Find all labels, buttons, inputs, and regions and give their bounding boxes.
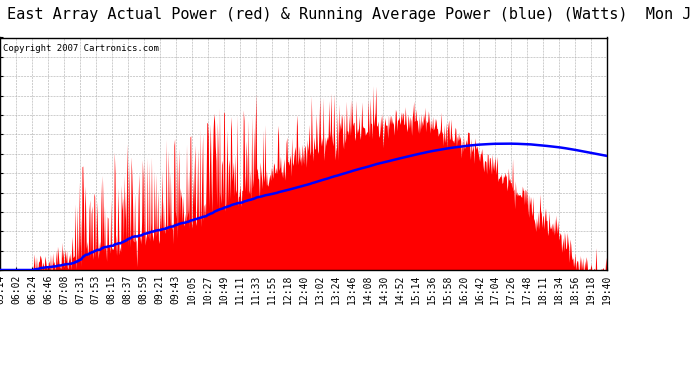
Text: East Array Actual Power (red) & Running Average Power (blue) (Watts)  Mon Jul 2 : East Array Actual Power (red) & Running … <box>7 8 690 22</box>
Text: Copyright 2007 Cartronics.com: Copyright 2007 Cartronics.com <box>3 45 159 54</box>
